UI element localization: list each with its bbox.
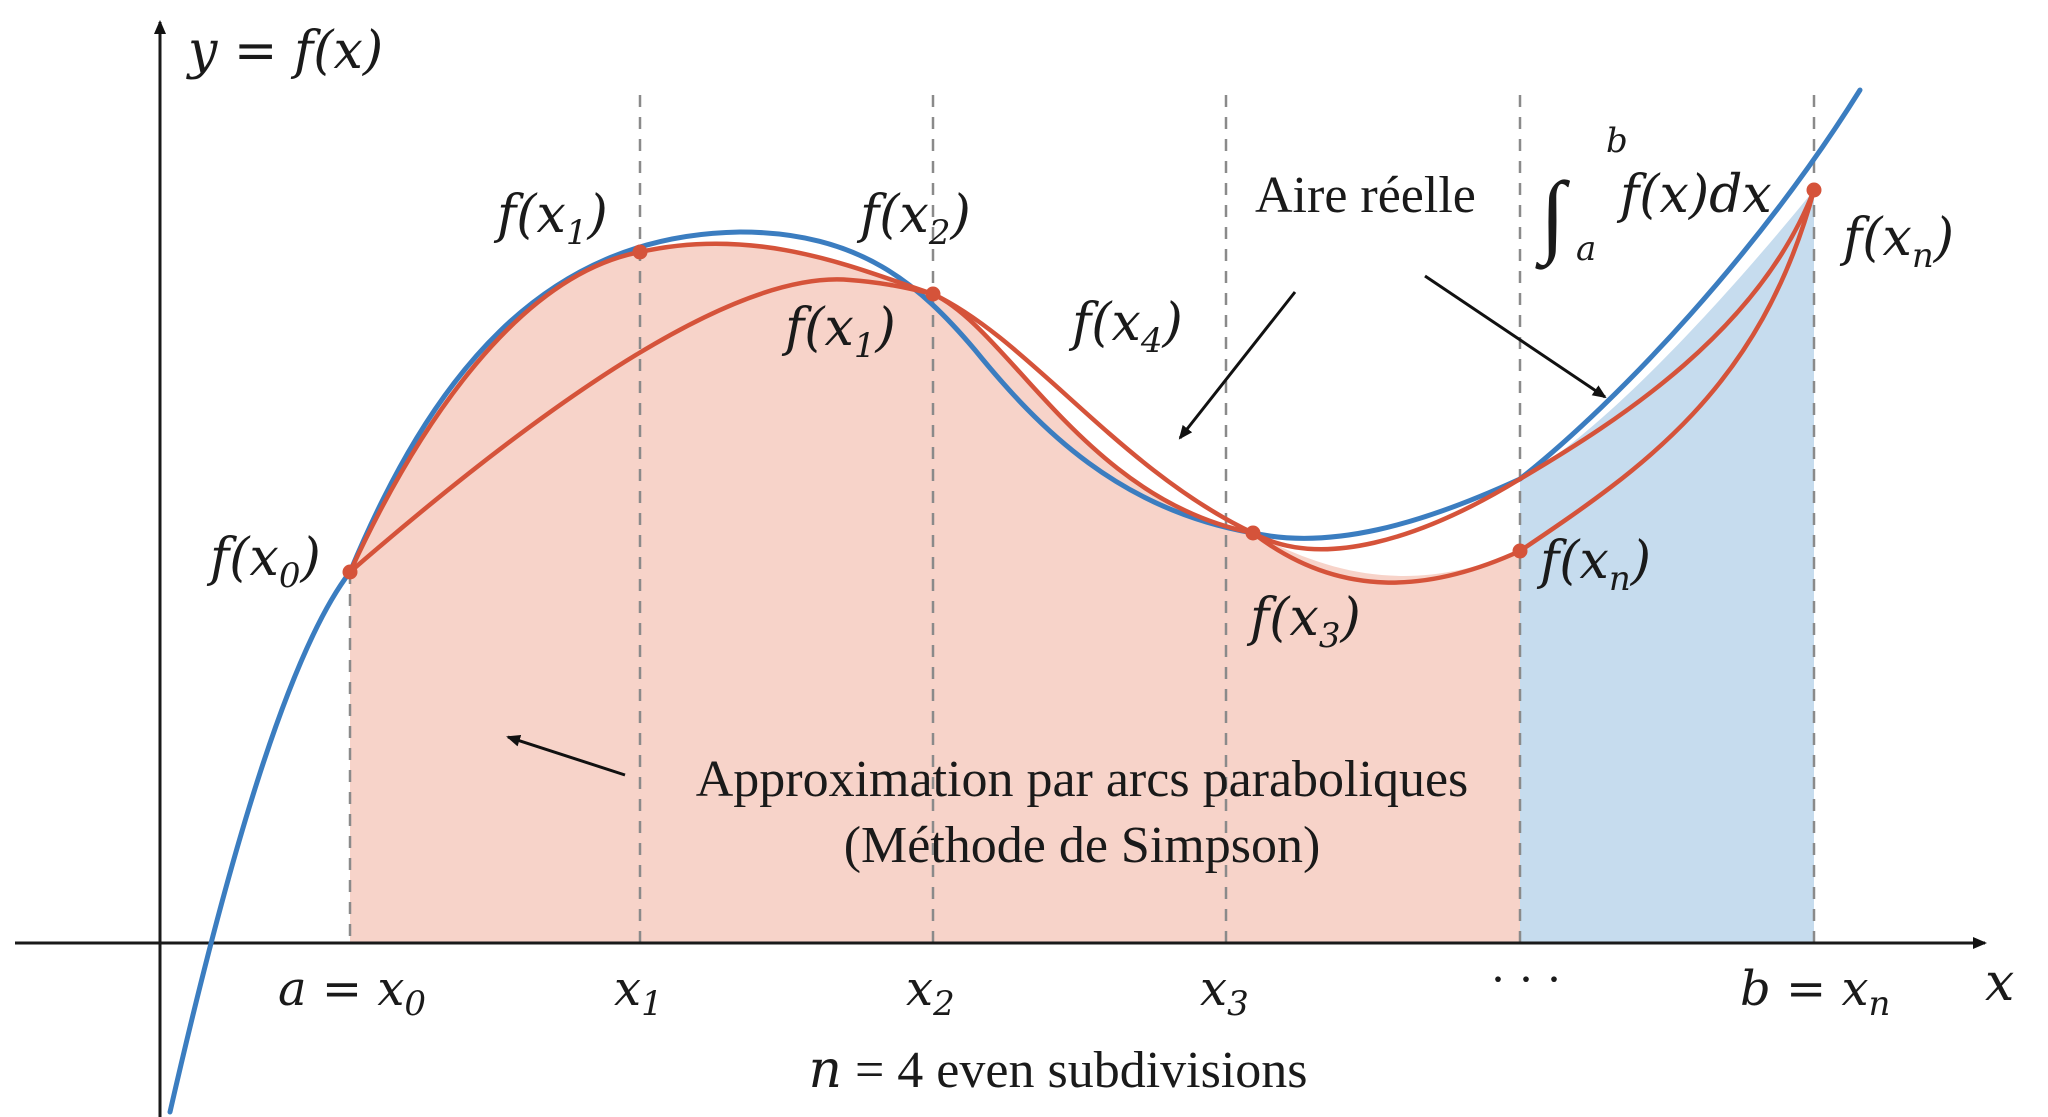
point-x1	[632, 244, 648, 260]
arc-x0-x2-wide	[347, 277, 936, 575]
integral-expression: ∫ b a f(x)dx	[1535, 121, 1772, 270]
integral-sign: ∫	[1535, 163, 1570, 270]
arc-final-a	[1517, 187, 1817, 554]
tick-x3: x3	[1200, 961, 1249, 1024]
point-xn	[1806, 182, 1822, 198]
approx-label-line2: (Méthode de Simpson)	[844, 817, 1321, 874]
tick-b-xn: b = xn	[1740, 961, 1890, 1024]
label-f-x1: f(x1)	[493, 185, 608, 253]
arc-x2-x3	[930, 291, 1256, 536]
integral-upper-bound: b	[1606, 121, 1628, 161]
tick-ellipsis: · · ·	[1490, 953, 1562, 1006]
label-f-xn: f(xn)	[1839, 208, 1954, 276]
integral-lower-bound: a	[1576, 229, 1596, 269]
arc-x3-xn-low	[1250, 530, 1523, 585]
point-x3	[1245, 525, 1261, 541]
true-area-fill	[1520, 190, 1814, 943]
arc-x3-xn-high	[1250, 476, 1523, 552]
point-x2	[925, 286, 941, 302]
sample-points	[342, 182, 1822, 580]
true-function-curve	[167, 87, 1863, 1115]
label-f-x4: f(x4)	[1068, 293, 1183, 361]
x-axis-label: x	[1985, 953, 2014, 1013]
label-f-x3: f(x3)	[1246, 588, 1361, 656]
arrow-to-arc	[1178, 291, 1297, 440]
arc-x2-x3-inner	[930, 291, 1256, 536]
arrow-to-true-curve	[1424, 274, 1607, 399]
arc-final-b	[1517, 187, 1817, 482]
label-f-x1-secondary: f(x1)	[781, 298, 896, 366]
subdivisions-caption: n = 4 even subdivisions	[808, 1040, 1307, 1100]
arrow-to-approx-area	[506, 735, 626, 777]
parabolic-arcs	[347, 187, 1817, 585]
tick-a-x0: a = x0	[278, 961, 426, 1024]
label-f-x0: f(x0)	[206, 528, 321, 596]
point-x0	[342, 564, 358, 580]
real-area-label: Aire réelle	[1255, 167, 1476, 224]
arc-x0-x2-fine	[347, 241, 936, 575]
approx-area-fill	[350, 243, 1520, 943]
label-f-x2: f(x2)	[856, 185, 971, 253]
approx-label-line1: Approximation par arcs paraboliques	[696, 751, 1469, 808]
integral-body: f(x)dx	[1616, 165, 1772, 225]
y-axis-label: y = f(x)	[186, 21, 383, 81]
label-f-xn-mid: f(xn)	[1536, 531, 1651, 599]
tick-x1: x1	[614, 961, 663, 1024]
point-xn-mid	[1512, 543, 1528, 559]
tick-x2: x2	[906, 961, 955, 1024]
